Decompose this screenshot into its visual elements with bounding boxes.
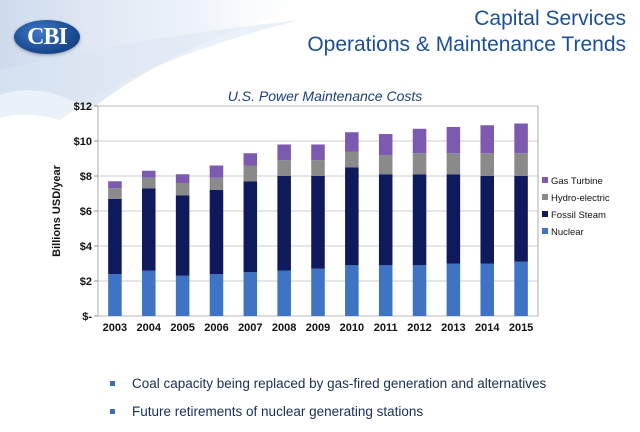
bar-segment <box>446 263 461 316</box>
bar-segment <box>480 153 494 176</box>
bar-segment <box>142 177 156 189</box>
legend-entry: Hydro-electric <box>551 193 610 204</box>
bar-segment <box>142 170 156 178</box>
bar-segment <box>175 174 190 183</box>
bar-segment <box>311 268 325 316</box>
bar-segment <box>378 174 393 266</box>
y-tick-label: $10 <box>74 136 92 148</box>
legend-entry: Fossil Steam <box>551 210 606 221</box>
bar-segment <box>311 160 325 176</box>
bar-segment <box>378 134 393 155</box>
bar-segment <box>209 177 224 190</box>
bar-segment <box>243 165 258 182</box>
bar-segment <box>108 198 122 274</box>
x-tick-label: 2014 <box>475 322 500 334</box>
bar-segment <box>108 181 122 189</box>
bar-segment <box>446 127 461 154</box>
page-title: Capital Services Operations & Maintenanc… <box>307 6 626 58</box>
legend-swatch <box>542 177 548 183</box>
y-tick-label: $12 <box>74 101 92 113</box>
bar-segment <box>514 261 528 316</box>
x-tick-label: 2012 <box>407 322 431 334</box>
x-tick-label: 2005 <box>170 322 194 334</box>
bar-segment <box>345 265 359 316</box>
y-axis-label: Billions USD/year <box>51 164 63 256</box>
x-tick-label: 2008 <box>272 322 296 334</box>
bullet-square-icon <box>110 381 115 386</box>
legend-entry: Nuclear <box>551 227 584 238</box>
title-line-2: Operations & Maintenance Trends <box>307 33 626 56</box>
y-tick-label: $4 <box>80 241 93 253</box>
y-tick-label: $6 <box>80 206 92 218</box>
bar-segment <box>277 270 291 316</box>
bullet-text: Future retirements of nuclear generating… <box>132 404 424 419</box>
bar-segment <box>243 272 258 316</box>
bar-segment <box>277 176 291 271</box>
x-tick-label: 2013 <box>441 322 465 334</box>
bar-segment <box>378 265 393 316</box>
bar-segment <box>108 188 122 199</box>
bar-segment <box>175 195 190 276</box>
bar-segment <box>345 151 359 168</box>
bar-segment <box>345 167 359 266</box>
y-tick-label: $- <box>82 311 92 323</box>
bar-segment <box>209 190 224 274</box>
x-tick-label: 2010 <box>340 322 364 334</box>
bar-segment <box>412 174 427 266</box>
legend-swatch <box>542 194 548 200</box>
bullet-item: Coal capacity being replaced by gas-fire… <box>110 376 546 404</box>
title-line-1: Capital Services <box>474 7 626 30</box>
bullet-list: Coal capacity being replaced by gas-fire… <box>110 376 546 432</box>
bar-segment <box>412 265 427 316</box>
bar-segment <box>277 160 291 176</box>
x-tick-label: 2003 <box>103 322 127 334</box>
x-tick-label: 2009 <box>306 322 330 334</box>
bar-segment <box>209 165 224 178</box>
x-tick-label: 2006 <box>204 322 228 334</box>
legend-swatch <box>542 211 548 217</box>
bar-segment <box>514 153 528 176</box>
bullet-square-icon <box>110 409 115 414</box>
bar-segment <box>209 274 224 316</box>
bar-segment <box>514 176 528 262</box>
y-tick-label: $2 <box>80 276 92 288</box>
bar-segment <box>514 123 528 154</box>
bar-segment <box>412 128 427 154</box>
cbi-logo: CBI <box>14 20 80 54</box>
bar-segment <box>142 188 156 271</box>
bar-segment <box>446 174 461 264</box>
bar-segment <box>175 275 190 316</box>
x-tick-label: 2011 <box>374 322 398 334</box>
x-tick-label: 2007 <box>238 322 262 334</box>
bar-segment <box>378 155 393 175</box>
bar-segment <box>345 132 359 152</box>
bar-segment <box>277 144 291 161</box>
bar-segment <box>175 183 190 196</box>
legend-swatch <box>542 228 548 234</box>
chart-title: U.S. Power Maintenance Costs <box>227 88 423 104</box>
x-tick-label: 2015 <box>509 322 533 334</box>
y-tick-label: $8 <box>80 171 92 183</box>
bar-segment <box>412 153 427 175</box>
bullet-item: Future retirements of nuclear generating… <box>110 404 546 432</box>
bar-segment <box>311 176 325 269</box>
legend-entry: Gas Turbine <box>551 176 603 187</box>
logo-text: CBI <box>27 24 68 50</box>
bar-segment <box>108 274 122 316</box>
bar-segment <box>311 144 325 161</box>
bar-segment <box>446 153 461 175</box>
bar-segment <box>480 176 494 264</box>
bar-segment <box>243 181 258 273</box>
bar-segment <box>243 153 258 166</box>
bar-segment <box>142 270 156 316</box>
bullet-text: Coal capacity being replaced by gas-fire… <box>132 376 547 391</box>
bar-segment <box>480 125 494 154</box>
bar-segment <box>480 263 494 316</box>
x-tick-label: 2004 <box>137 322 162 334</box>
